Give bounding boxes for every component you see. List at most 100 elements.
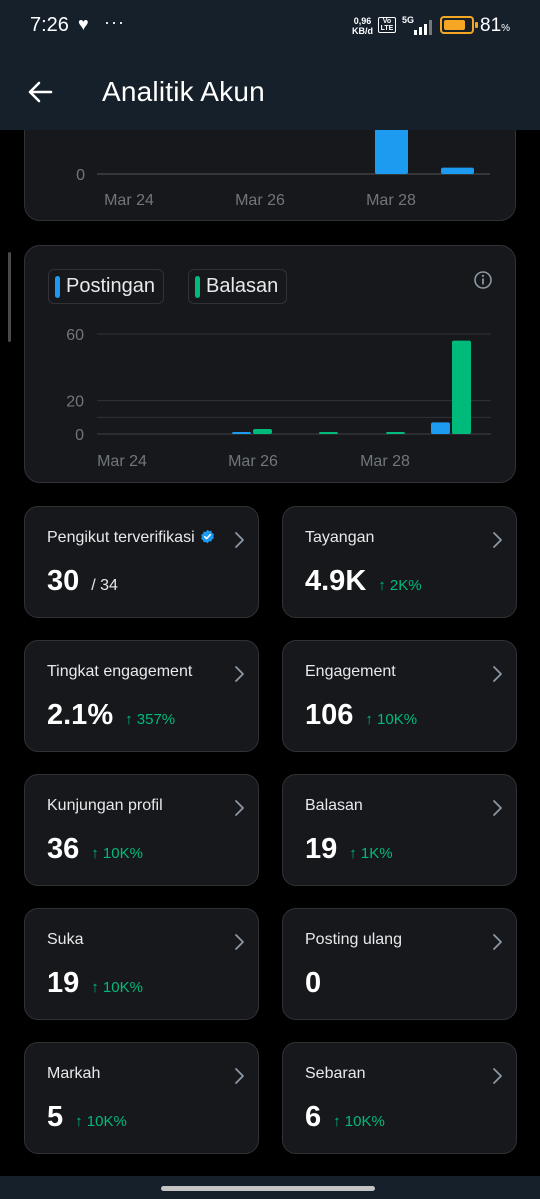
stat-card[interactable]: Kunjungan profil 36 ↑ 10K% xyxy=(24,774,259,886)
stat-card[interactable]: Markah 5 ↑ 10K% xyxy=(24,1042,259,1154)
battery-percent-unit: % xyxy=(501,23,511,34)
status-bar: 7:26 ♥ ··· 0,96 KB/d Vo LTE 5G 81% xyxy=(0,0,540,52)
signal-icon xyxy=(414,20,432,35)
stat-label-text: Tayangan xyxy=(305,529,375,546)
stat-label: Sebaran xyxy=(305,1065,366,1083)
stat-card[interactable]: Tingkat engagement 2.1% ↑ 357% xyxy=(24,640,259,752)
stat-value-row: 2.1% ↑ 357% xyxy=(47,699,175,732)
stat-card[interactable]: Balasan 19 ↑ 1K% xyxy=(282,774,517,886)
stat-label-text: Markah xyxy=(47,1065,101,1082)
stat-value-row: 19 ↑ 10K% xyxy=(47,967,143,1000)
chevron-right-icon xyxy=(235,666,244,682)
stat-label-text: Posting ulang xyxy=(305,931,402,948)
chevron-right-icon xyxy=(493,666,502,682)
stat-value-row: 6 ↑ 10K% xyxy=(305,1101,385,1134)
network-type: 5G xyxy=(402,15,415,25)
chart-bar-balasan xyxy=(319,432,338,434)
page-title: Analitik Akun xyxy=(102,76,265,107)
chevron-right-icon xyxy=(235,934,244,950)
stat-value-row: 19 ↑ 1K% xyxy=(305,833,393,866)
stat-value-row: 106 ↑ 10K% xyxy=(305,699,417,732)
analytics-content[interactable]: 0 Mar 24 Mar 26 Mar 28 Postingan Balasan 60… xyxy=(0,130,540,1176)
legend-postingan[interactable]: Postingan xyxy=(48,269,164,304)
scrollbar[interactable] xyxy=(8,252,11,342)
stat-card[interactable]: Posting ulang 0 xyxy=(282,908,517,1020)
stat-value: 6 xyxy=(305,1101,322,1133)
stat-label: Engagement xyxy=(305,663,396,681)
legend-label-postingan: Postingan xyxy=(66,275,155,297)
stat-total: / 34 xyxy=(91,577,118,594)
status-time: 7:26 xyxy=(30,14,69,36)
app-header: Analitik Akun xyxy=(0,52,540,130)
battery-percent-value: 81 xyxy=(480,15,502,36)
y-tick-label: 0 xyxy=(76,167,85,184)
stat-value: 2.1% xyxy=(47,699,114,731)
chart-posts-replies: 60 20 0 Mar 24 Mar 26 Mar 28 xyxy=(66,327,491,470)
battery-tip xyxy=(475,22,478,28)
stat-value: 4.9K xyxy=(305,565,367,597)
legend-swatch-balasan xyxy=(195,275,200,298)
chevron-right-icon xyxy=(235,1068,244,1084)
stat-label-text: Kunjungan profil xyxy=(47,797,163,814)
network-speed: 0,96 KB/d xyxy=(352,16,373,36)
stat-change: ↑ 2K% xyxy=(378,577,422,594)
chart-card-posts-replies: Postingan Balasan 60 20 0 Mar 24 Mar 26 Mar 2… xyxy=(24,245,516,483)
stat-card[interactable]: Pengikut terverifikasi 30 / 34 xyxy=(24,506,259,618)
chart-card-top: 0 Mar 24 Mar 26 Mar 28 xyxy=(24,130,516,221)
legend-swatch-postingan xyxy=(55,275,60,298)
chart-top: 0 Mar 24 Mar 26 Mar 28 xyxy=(76,130,490,209)
arrow-left-icon[interactable] xyxy=(26,78,54,106)
stat-card[interactable]: Sebaran 6 ↑ 10K% xyxy=(282,1042,517,1154)
stat-value: 30 xyxy=(47,565,80,597)
network-speed-value: 0,96 xyxy=(353,16,372,26)
stat-change: ↑ 10K% xyxy=(91,979,143,996)
chevron-right-icon xyxy=(493,532,502,548)
info-icon[interactable] xyxy=(473,270,493,290)
stat-change: ↑ 10K% xyxy=(91,845,143,862)
chart-bar xyxy=(441,167,474,174)
chevron-right-icon xyxy=(235,532,244,548)
chart-bar-postingan xyxy=(431,422,450,434)
chart-bar-postingan xyxy=(232,432,251,434)
verified-badge-icon xyxy=(200,529,214,544)
stat-label-text: Suka xyxy=(47,931,84,948)
stat-label: Tingkat engagement xyxy=(47,663,192,681)
battery-level xyxy=(444,20,466,30)
stat-change: ↑ 10K% xyxy=(365,711,418,728)
chevron-right-icon xyxy=(493,1068,502,1084)
stat-value: 5 xyxy=(47,1101,64,1133)
stat-value: 19 xyxy=(47,967,80,999)
stat-value: 19 xyxy=(305,833,338,865)
stat-value: 0 xyxy=(305,967,322,999)
stat-label: Tayangan xyxy=(305,529,374,547)
chart-bar-balasan xyxy=(452,340,471,434)
chevron-right-icon xyxy=(235,800,244,816)
x-tick-label: Mar 24 xyxy=(104,192,154,209)
stat-label-text: Balasan xyxy=(305,797,363,814)
stat-label-text: Tingkat engagement xyxy=(47,663,193,680)
x-tick-label: Mar 28 xyxy=(366,192,416,209)
heart-icon: ♥ xyxy=(78,14,89,34)
stat-value-row: 36 ↑ 10K% xyxy=(47,833,143,866)
stat-value-row: 4.9K ↑ 2K% xyxy=(305,565,422,598)
stat-change: ↑ 357% xyxy=(125,711,176,728)
stat-value-row: 0 xyxy=(305,967,321,1000)
stat-value-row: 5 ↑ 10K% xyxy=(47,1101,127,1134)
home-gesture-handle[interactable] xyxy=(161,1186,375,1191)
chevron-right-icon xyxy=(493,800,502,816)
volte-icon: Vo LTE xyxy=(378,17,396,33)
stat-change: ↑ 10K% xyxy=(75,1113,127,1130)
stat-label: Balasan xyxy=(305,797,363,815)
stat-change: ↑ 10K% xyxy=(333,1113,385,1130)
x-tick-label: Mar 24 xyxy=(97,453,147,470)
stat-label: Markah xyxy=(47,1065,100,1083)
battery-percent: 81% xyxy=(480,15,510,37)
stat-change: ↑ 1K% xyxy=(349,845,393,862)
stat-value: 106 xyxy=(305,699,354,731)
stat-label: Kunjungan profil xyxy=(47,797,163,815)
stat-card[interactable]: Engagement 106 ↑ 10K% xyxy=(282,640,517,752)
stat-card[interactable]: Tayangan 4.9K ↑ 2K% xyxy=(282,506,517,618)
legend-balasan[interactable]: Balasan xyxy=(188,269,288,304)
x-tick-label: Mar 28 xyxy=(360,453,410,470)
stat-card[interactable]: Suka 19 ↑ 10K% xyxy=(24,908,259,1020)
